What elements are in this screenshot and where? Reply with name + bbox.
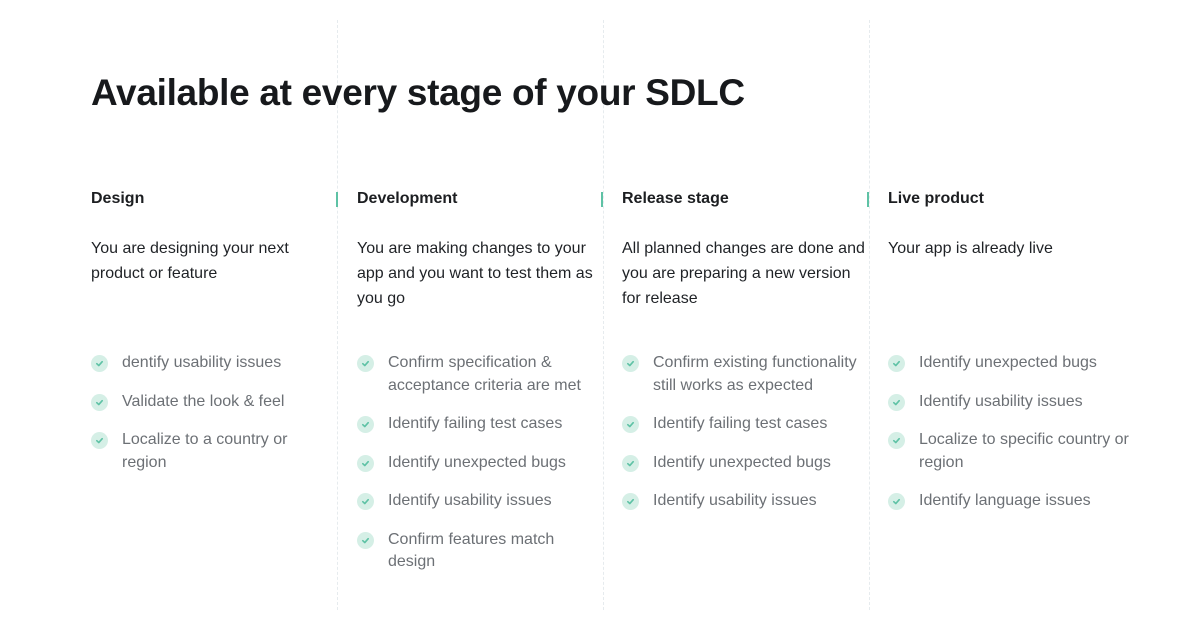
list-item-text: Identify usability issues: [919, 392, 1083, 410]
accent-bar: [867, 192, 869, 207]
stage-column-development: Development You are making changes to you…: [336, 188, 602, 570]
check-icon: [91, 393, 108, 411]
list-item-text: Identify failing test cases: [388, 415, 563, 432]
stage-description: Your app is already live: [888, 240, 1053, 257]
check-icon: [622, 454, 639, 472]
check-icon: [357, 355, 374, 372]
list-item: Identify failing test cases: [622, 413, 867, 436]
column-divider: [603, 20, 604, 610]
check-icon: [888, 393, 905, 411]
list-item-text: Identify language issues: [919, 492, 1091, 509]
check-icon: [357, 531, 374, 549]
checklist: dentify usability issues Validate the loo…: [91, 352, 336, 490]
stage-heading: Release stage: [622, 190, 729, 207]
list-item: Localize to specific country or region: [888, 429, 1133, 474]
list-item-text: dentify usability issues: [122, 354, 282, 371]
list-item-text: Confirm features match design: [388, 530, 555, 571]
stage-column-design: Design You are designing your next produc…: [91, 188, 336, 471]
list-item-text: Identify usability issues: [653, 492, 817, 509]
list-item: Identify usability issues: [888, 391, 1133, 414]
accent-bar: [601, 192, 603, 207]
list-item-text: Identify unexpected bugs: [919, 354, 1097, 371]
check-icon: [888, 432, 905, 449]
list-item: Identify usability issues: [622, 490, 867, 513]
checklist: Identify unexpected bugs Identify usabili…: [888, 352, 1133, 529]
column-divider: [869, 20, 870, 610]
check-icon: [91, 355, 108, 372]
stage-description: You are making changes to your app and y…: [357, 240, 593, 307]
check-icon: [357, 493, 374, 510]
check-icon: [622, 493, 639, 510]
list-item: Confirm features match design: [357, 529, 602, 574]
stage-heading: Development: [357, 190, 458, 207]
list-item: Validate the look & feel: [91, 391, 336, 414]
stage-column-live-product: Live product Your app is already live Iden…: [867, 188, 1133, 510]
list-item-text: Identify unexpected bugs: [388, 453, 566, 471]
check-icon: [888, 493, 905, 510]
stage-description: All planned changes are done and you are…: [622, 240, 865, 307]
check-icon: [888, 355, 905, 372]
check-icon: [357, 416, 374, 433]
column-divider: [337, 20, 338, 610]
check-icon: [622, 355, 639, 372]
list-item: dentify usability issues: [91, 352, 336, 375]
list-item-text: Identify unexpected bugs: [653, 453, 831, 471]
stage-description: You are designing your next product or f…: [91, 240, 289, 282]
stage-heading: Live product: [888, 190, 985, 207]
list-item-text: Localize to a country or region: [122, 431, 288, 471]
list-item-text: Identify failing test cases: [653, 415, 828, 432]
list-item: Identify usability issues: [357, 490, 602, 513]
list-item: Identify unexpected bugs: [888, 352, 1133, 375]
list-item-text: Validate the look & feel: [122, 392, 285, 410]
list-item: Identify language issues: [888, 490, 1133, 513]
list-item: Confirm specification & acceptance crite…: [357, 352, 602, 397]
check-icon: [622, 416, 639, 433]
list-item: Localize to a country or region: [91, 429, 336, 474]
check-icon: [91, 432, 108, 449]
check-icon: [357, 454, 374, 472]
list-item: Identify unexpected bugs: [622, 452, 867, 475]
page-title: Available at every stage of your SDLC: [91, 72, 745, 113]
list-item: Identify failing test cases: [357, 413, 602, 436]
list-item-text: Confirm specification & acceptance crite…: [388, 354, 581, 394]
stage-heading: Design: [91, 190, 145, 207]
accent-bar: [336, 192, 338, 207]
list-item: Identify unexpected bugs: [357, 452, 602, 475]
list-item-text: Identify usability issues: [388, 492, 552, 509]
checklist: Confirm specification & acceptance crite…: [357, 352, 602, 590]
checklist: Confirm existing functionality still wor…: [622, 352, 867, 529]
stage-column-release-stage: Release stage All planned changes are don…: [601, 188, 867, 510]
list-item-text: Confirm existing functionality still wor…: [653, 354, 857, 394]
list-item-text: Localize to specific country or region: [919, 431, 1129, 471]
list-item: Confirm existing functionality still wor…: [622, 352, 867, 397]
